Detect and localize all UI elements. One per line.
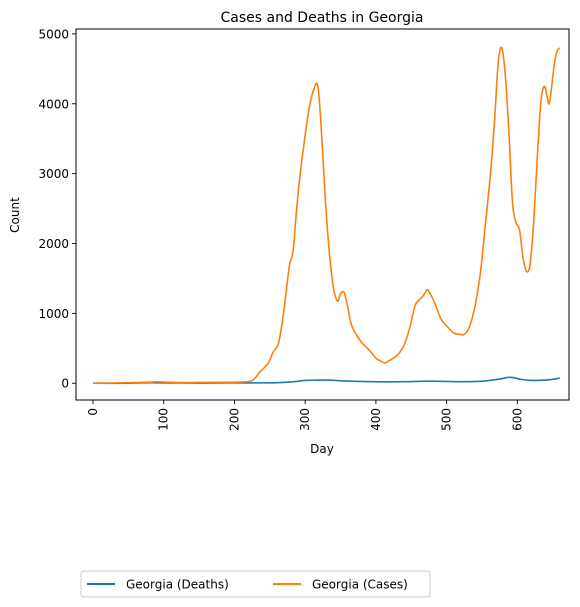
x-axis-ticks: 0 100 200 300 400 500 600 (86, 400, 524, 431)
y-tick-label: 2000 (38, 237, 69, 251)
y-axis-label: Count (8, 197, 22, 233)
x-tick-label: 600 (510, 408, 524, 431)
legend-label-cases: Georgia (Cases) (312, 578, 408, 592)
x-axis-label: Day (310, 442, 334, 456)
y-tick-label: 4000 (38, 97, 69, 111)
y-axis-ticks: 0 1000 2000 3000 4000 5000 (38, 27, 76, 391)
y-tick-label: 3000 (38, 167, 69, 181)
x-tick-label: 400 (369, 408, 383, 431)
y-tick-label: 1000 (38, 307, 69, 321)
plot-area (92, 46, 561, 385)
legend: Georgia (Deaths) Georgia (Cases) (80, 570, 431, 598)
x-tick-label: 0 (86, 408, 100, 416)
y-tick-label: 0 (61, 377, 69, 391)
legend-frame (80, 570, 431, 598)
x-tick-label: 500 (440, 408, 454, 431)
series-line-cases (92, 46, 561, 385)
plot-frame (75, 28, 570, 401)
x-tick-label: 100 (157, 408, 171, 431)
x-tick-label: 200 (227, 408, 241, 431)
x-tick-label: 300 (298, 408, 312, 431)
chart-title: Cases and Deaths in Georgia (221, 10, 424, 26)
y-tick-label: 5000 (38, 27, 69, 41)
legend-label-deaths: Georgia (Deaths) (126, 578, 229, 592)
